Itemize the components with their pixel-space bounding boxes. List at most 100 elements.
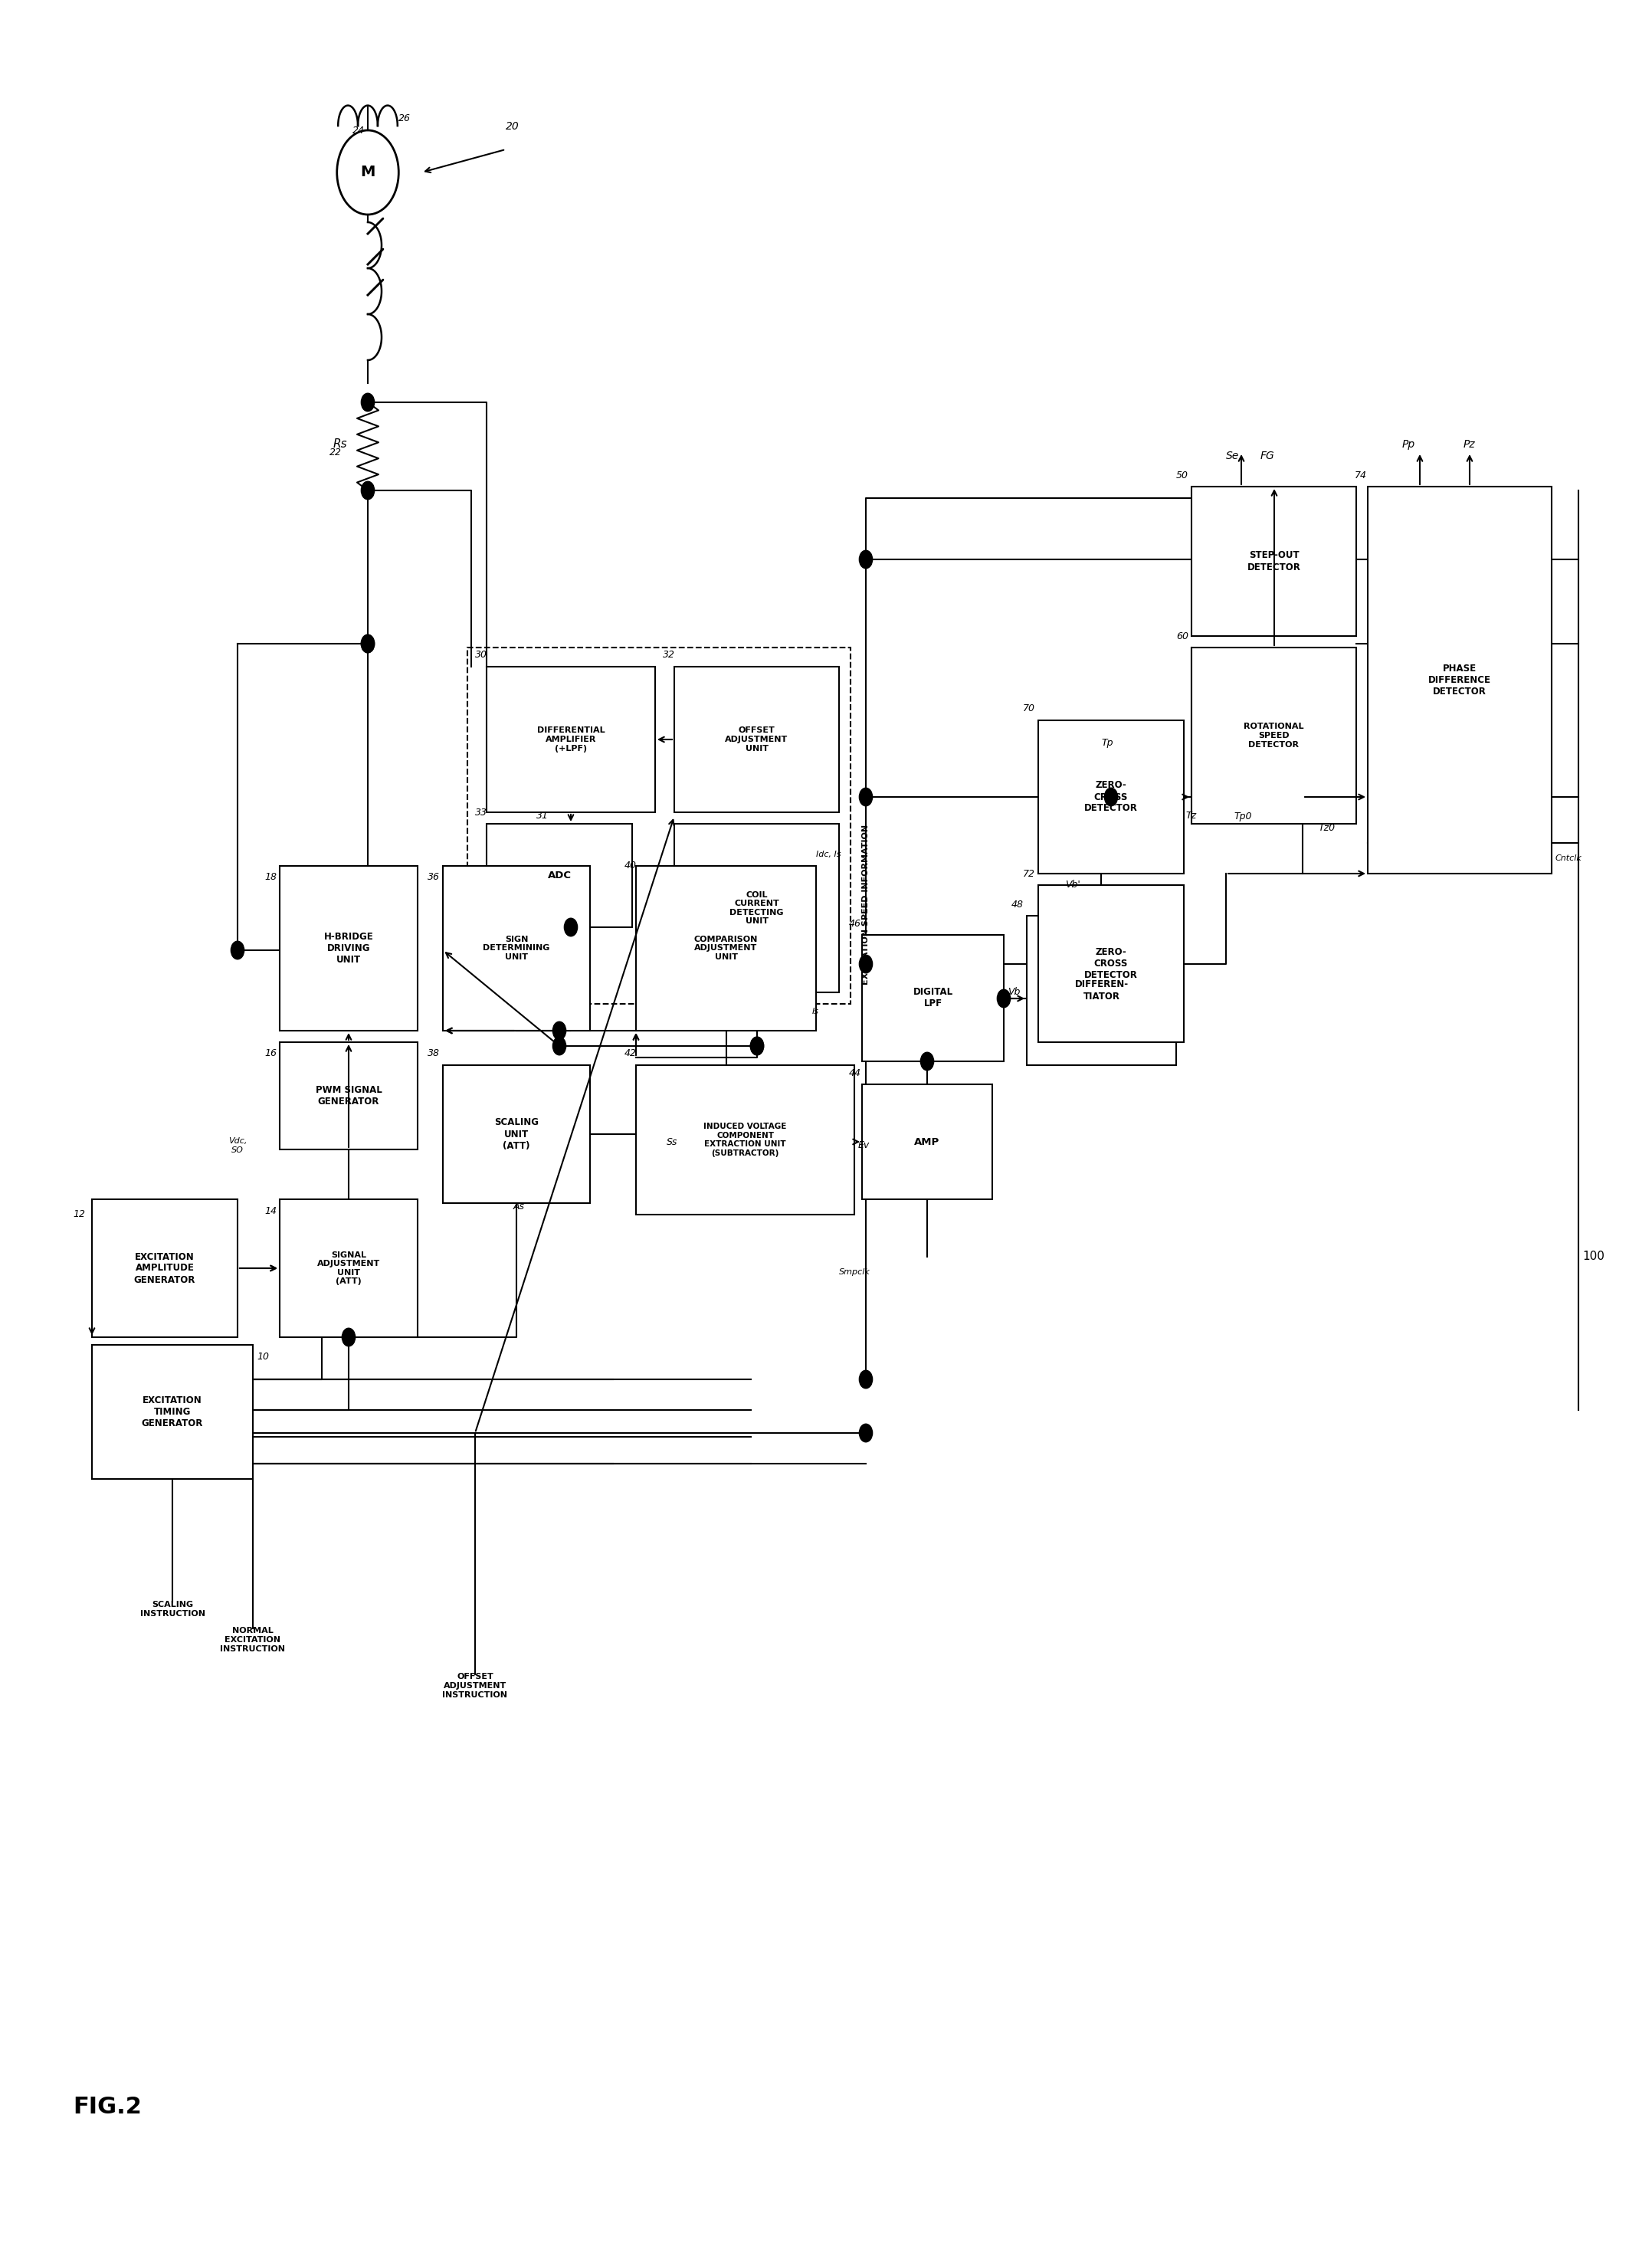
Circle shape — [750, 1038, 763, 1056]
FancyBboxPatch shape — [1191, 647, 1356, 823]
Text: 24: 24 — [352, 126, 365, 135]
Circle shape — [859, 1369, 872, 1387]
Text: 26: 26 — [398, 113, 411, 124]
Circle shape — [1105, 787, 1118, 805]
Text: ZERO-
CROSS
DETECTOR: ZERO- CROSS DETECTOR — [1084, 948, 1138, 979]
Circle shape — [362, 481, 375, 499]
FancyBboxPatch shape — [443, 1065, 590, 1202]
FancyBboxPatch shape — [279, 866, 418, 1031]
Text: 12: 12 — [73, 1209, 84, 1220]
Text: SCALING
INSTRUCTION: SCALING INSTRUCTION — [140, 1602, 205, 1618]
FancyBboxPatch shape — [1028, 916, 1176, 1065]
Text: 22: 22 — [329, 447, 342, 458]
Circle shape — [859, 787, 872, 805]
Text: NORMAL
EXCITATION
INSTRUCTION: NORMAL EXCITATION INSTRUCTION — [220, 1627, 286, 1654]
Circle shape — [362, 634, 375, 652]
FancyBboxPatch shape — [862, 934, 1004, 1060]
Text: Rs: Rs — [334, 438, 347, 451]
Text: 31: 31 — [537, 812, 548, 821]
Text: 42: 42 — [624, 1049, 636, 1058]
Text: DIFFERENTIAL
AMPLIFIER
(+LPF): DIFFERENTIAL AMPLIFIER (+LPF) — [537, 726, 605, 751]
Text: 46: 46 — [849, 918, 861, 929]
Text: PWM SIGNAL
GENERATOR: PWM SIGNAL GENERATOR — [316, 1085, 382, 1105]
Text: 16: 16 — [264, 1049, 276, 1058]
Text: M: M — [360, 165, 375, 180]
Text: DIFFEREN-
TIATOR: DIFFEREN- TIATOR — [1074, 979, 1128, 1002]
Text: Is: Is — [813, 1008, 819, 1015]
FancyBboxPatch shape — [636, 1065, 854, 1214]
Circle shape — [859, 954, 872, 972]
Circle shape — [920, 1051, 933, 1069]
FancyBboxPatch shape — [674, 823, 839, 993]
Text: 10: 10 — [256, 1351, 269, 1360]
Text: Tp0: Tp0 — [1234, 812, 1252, 821]
FancyBboxPatch shape — [1191, 487, 1356, 636]
Text: 48: 48 — [1011, 900, 1024, 909]
Circle shape — [998, 990, 1011, 1008]
Circle shape — [859, 550, 872, 569]
FancyBboxPatch shape — [1368, 487, 1551, 873]
Circle shape — [362, 634, 375, 652]
FancyBboxPatch shape — [862, 1085, 993, 1200]
Text: PHASE
DIFFERENCE
DETECTOR: PHASE DIFFERENCE DETECTOR — [1429, 663, 1492, 697]
Text: FG: FG — [1260, 451, 1275, 460]
Text: Vdc,
SO: Vdc, SO — [228, 1137, 246, 1153]
Text: 30: 30 — [476, 650, 487, 661]
Text: 74: 74 — [1355, 469, 1366, 481]
FancyBboxPatch shape — [1037, 720, 1184, 873]
Text: 38: 38 — [428, 1049, 439, 1058]
Text: Vb: Vb — [1008, 988, 1021, 997]
Circle shape — [362, 393, 375, 411]
Text: 72: 72 — [1023, 869, 1036, 878]
Text: COIL
CURRENT
DETECTING
UNIT: COIL CURRENT DETECTING UNIT — [730, 891, 783, 925]
Text: Cntclk: Cntclk — [1556, 855, 1583, 862]
Text: Vb': Vb' — [1066, 880, 1080, 891]
Text: Ss: Ss — [667, 1137, 677, 1146]
Text: 100: 100 — [1583, 1252, 1604, 1263]
Text: INDUCED VOLTAGE
COMPONENT
EXTRACTION UNIT
(SUBTRACTOR): INDUCED VOLTAGE COMPONENT EXTRACTION UNI… — [704, 1123, 786, 1157]
Circle shape — [859, 1424, 872, 1442]
Text: 20: 20 — [506, 122, 519, 131]
FancyBboxPatch shape — [93, 1200, 238, 1338]
FancyBboxPatch shape — [93, 1345, 253, 1480]
FancyBboxPatch shape — [279, 1200, 418, 1338]
Text: FIG.2: FIG.2 — [73, 2096, 142, 2118]
Text: ADC: ADC — [547, 871, 572, 880]
Text: COMPARISON
ADJUSTMENT
UNIT: COMPARISON ADJUSTMENT UNIT — [694, 936, 758, 961]
Text: EXCITATION SPEED INFORMATION: EXCITATION SPEED INFORMATION — [862, 823, 869, 984]
Circle shape — [750, 1038, 763, 1056]
Text: SIGN
DETERMINING
UNIT: SIGN DETERMINING UNIT — [482, 936, 550, 961]
Text: OFFSET
ADJUSTMENT
UNIT: OFFSET ADJUSTMENT UNIT — [725, 726, 788, 751]
Circle shape — [553, 1038, 567, 1056]
Text: 32: 32 — [662, 650, 676, 661]
Text: ZERO-
CROSS
DETECTOR: ZERO- CROSS DETECTOR — [1084, 781, 1138, 814]
Circle shape — [231, 941, 244, 959]
FancyBboxPatch shape — [487, 823, 633, 927]
Text: 50: 50 — [1176, 469, 1188, 481]
Text: 40: 40 — [624, 862, 636, 871]
FancyBboxPatch shape — [487, 668, 656, 812]
FancyBboxPatch shape — [443, 866, 590, 1031]
Text: EXCITATION
AMPLITUDE
GENERATOR: EXCITATION AMPLITUDE GENERATOR — [134, 1252, 195, 1284]
Text: EXCITATION
TIMING
GENERATOR: EXCITATION TIMING GENERATOR — [142, 1396, 203, 1428]
Text: Pz: Pz — [1464, 440, 1475, 449]
Text: As: As — [514, 1202, 525, 1211]
Text: Pp: Pp — [1403, 440, 1416, 449]
Text: ROTATIONAL
SPEED
DETECTOR: ROTATIONAL SPEED DETECTOR — [1244, 722, 1303, 749]
Text: Tz0: Tz0 — [1318, 823, 1335, 832]
FancyBboxPatch shape — [674, 668, 839, 812]
Text: Smpclk: Smpclk — [839, 1268, 871, 1277]
Text: DIGITAL
LPF: DIGITAL LPF — [914, 988, 953, 1008]
Circle shape — [553, 1022, 567, 1040]
Text: Tp: Tp — [1102, 738, 1113, 749]
Circle shape — [565, 918, 578, 936]
Text: AMP: AMP — [915, 1137, 940, 1146]
FancyBboxPatch shape — [279, 1042, 418, 1151]
Text: 60: 60 — [1176, 632, 1188, 641]
Text: 18: 18 — [264, 873, 276, 882]
Text: 70: 70 — [1023, 704, 1036, 713]
Text: Idc, Is: Idc, Is — [816, 851, 841, 857]
Text: Ev: Ev — [857, 1142, 871, 1151]
Text: 33: 33 — [476, 808, 487, 817]
Text: 44: 44 — [849, 1067, 861, 1078]
